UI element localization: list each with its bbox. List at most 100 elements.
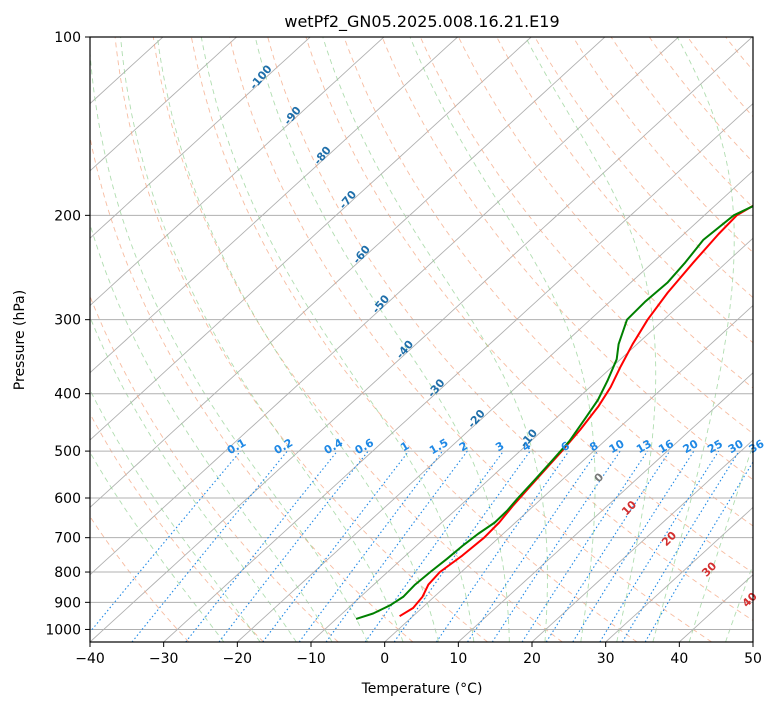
mixing-ratio-line [82,451,241,642]
mixing-ratio-label: 2 [457,439,470,454]
y-axis-label: Pressure (hPa) [12,290,28,390]
dry-adiabat-label: -90 [281,104,304,128]
mixing-ratio-label: 0.2 [272,436,295,457]
isotherm-line [753,37,775,642]
y-tick-label: 1000 [45,622,81,638]
isotherm-line [0,37,605,642]
moist-adiabat-line [61,37,332,642]
x-tick-label: 10 [449,651,467,667]
mixing-ratio-line [468,451,598,642]
mixing-ratio-line [622,451,739,642]
y-tick-label: 400 [54,387,81,403]
moist-adiabat-line [201,37,474,642]
isotherm-line [0,37,237,642]
mixing-ratio-label: 36 [747,437,767,456]
chart-title: wetPf2_GN05.2025.008.16.21.E19 [284,12,559,32]
dry-adiabat-line [0,37,189,642]
mixing-ratio-line [186,451,337,642]
x-tick-label: −10 [296,651,326,667]
mixing-ratio-label: 0.6 [353,436,377,457]
moist-adiabat-line [0,37,224,642]
y-tick-label: 300 [54,313,81,329]
mixing-ratio-label: 0.4 [322,436,346,457]
moist-adiabat-line [323,37,548,642]
mixing-ratio-label: 16 [656,437,676,456]
mixing-ratio-line [436,451,569,642]
dry-adiabat-label: -50 [370,292,393,316]
dry-adiabat-label: -30 [425,376,448,400]
moist-adiabat-line [689,37,775,642]
isotherm-line [385,37,775,642]
dry-adiabat-line [764,37,775,642]
y-tick-label: 900 [54,595,81,611]
y-tick-label: 500 [54,444,81,460]
x-tick-label: 0 [380,651,389,667]
dry-adiabat-line [191,37,637,642]
y-tick-label: 600 [54,491,81,507]
moist-adiabat-label: 40 [740,590,760,610]
temperature-profile-line [400,37,775,616]
dry-adiabat-label: -60 [350,243,373,267]
mixing-ratio-label: 10 [607,437,627,456]
x-axis-label: Temperature (°C) [361,681,483,697]
x-tick-label: 40 [670,651,688,667]
dry-adiabat-line [688,37,775,642]
moist-adiabat-label: 0 [592,470,607,485]
isotherm-line [164,37,775,642]
mixing-ratio-line [645,451,760,642]
x-tick-label: 30 [597,651,615,667]
dry-adiabat-label: -100 [247,62,275,92]
dry-adiabat-line [649,37,775,642]
moist-adiabat-line [89,37,368,642]
dry-adiabat-line [726,37,775,642]
mixing-ratio-line [546,451,669,642]
y-tick-label: 800 [54,565,81,581]
dry-adiabat-label: -40 [394,338,417,362]
isotherm-line [16,37,678,642]
y-tick-label: 700 [54,531,81,547]
mixing-ratio-label: 30 [726,437,746,456]
moist-adiabat-line [255,37,509,642]
mixing-ratio-label: 20 [681,437,701,456]
mixing-ratio-line [263,451,409,642]
dry-adiabat-label: -10 [517,426,540,450]
x-tick-label: 20 [523,651,541,667]
mixing-ratio-line [132,451,287,642]
mixing-ratio-label: 3 [493,439,506,454]
x-tick-label: −20 [223,651,253,667]
moist-adiabat-line [121,37,404,642]
isotherm-line [0,37,384,642]
moist-adiabat-label: 20 [659,529,679,549]
mixing-ratio-line [573,451,694,642]
isotherm-line [0,37,458,642]
moist-adiabat-label: 30 [699,559,719,579]
dry-adiabat-line [535,37,775,642]
moist-adiabat-line [410,37,595,642]
moist-adiabat-label: 10 [619,498,639,518]
dry-adiabat-line [344,37,775,642]
mixing-ratio-label: 1.5 [427,436,450,457]
dry-adiabat-line [39,37,338,642]
dry-adiabat-label: -80 [311,144,334,168]
isotherm-line [0,37,531,642]
x-tick-label: −30 [149,651,179,667]
moist-adiabat-line [12,37,260,642]
x-tick-label: −40 [75,651,105,667]
mixing-ratio-label: 25 [705,437,725,456]
dry-adiabat-line [230,37,712,642]
dry-adiabat-line [77,37,413,642]
dry-adiabat-label: -20 [465,407,488,431]
dry-adiabat-label: -70 [336,188,359,212]
y-tick-label: 200 [54,208,81,224]
dry-adiabat-line [573,37,775,642]
moist-adiabat-line [726,37,775,642]
y-tick-label: 100 [54,30,81,46]
mixing-ratio-line [365,451,503,642]
mixing-ratio-line [219,451,368,642]
mixing-ratio-line [326,451,467,642]
isotherm-line [90,37,752,642]
x-tick-label: 50 [744,651,762,667]
mixing-ratio-line [600,451,719,642]
